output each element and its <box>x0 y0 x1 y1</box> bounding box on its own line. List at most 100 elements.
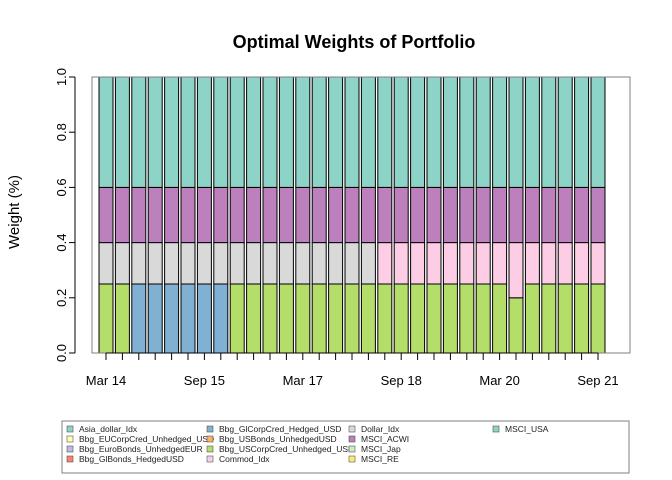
bar-segment <box>196 283 212 354</box>
bar-segment <box>442 283 458 354</box>
bar-segment <box>508 242 524 299</box>
bar-segment <box>459 76 475 188</box>
bar-segment <box>426 76 442 188</box>
bar-segment <box>328 186 344 244</box>
legend-swatch <box>66 425 74 433</box>
bar-segment <box>180 186 196 244</box>
bar-segment <box>344 186 360 244</box>
bar-segment <box>475 186 491 244</box>
bar-segment <box>180 283 196 354</box>
bar-segment <box>311 76 327 188</box>
bar-segment <box>164 186 180 244</box>
bar-segment <box>574 283 590 354</box>
bar-segment <box>213 186 229 244</box>
legend-swatch <box>66 435 74 443</box>
bar-segment <box>147 76 163 188</box>
bar-segment <box>557 186 573 244</box>
bar-segment <box>360 76 376 188</box>
x-tick-label: Mar 20 <box>479 373 519 388</box>
bar-segment <box>590 186 606 244</box>
bar-segment <box>360 283 376 354</box>
bar-segment <box>541 283 557 354</box>
x-tick-label: Sep 21 <box>577 373 618 388</box>
bar-segment <box>377 76 393 188</box>
bar-segment <box>213 76 229 188</box>
bar-segment <box>328 76 344 188</box>
legend-swatch <box>66 445 74 453</box>
bar-segment <box>377 186 393 244</box>
bar-segment <box>147 283 163 354</box>
bar-segment <box>508 297 524 354</box>
bar-segment <box>410 283 426 354</box>
bar-segment <box>246 76 262 188</box>
bar-segment <box>442 186 458 244</box>
bar-segment <box>114 186 130 244</box>
legend-swatch <box>348 435 356 443</box>
bar-segment <box>393 76 409 188</box>
bar-segment <box>131 186 147 244</box>
bar-segment <box>131 283 147 354</box>
bar-segment <box>114 76 130 188</box>
bar-segment <box>524 76 540 188</box>
bar-segment <box>524 242 540 285</box>
bar-segment <box>164 76 180 188</box>
legend-swatch <box>206 445 214 453</box>
bar-segment <box>590 283 606 354</box>
bar-segment <box>229 76 245 188</box>
bar-segment <box>262 283 278 354</box>
x-tick-label: Mar 17 <box>283 373 323 388</box>
bar-segment <box>492 76 508 188</box>
bar-segment <box>246 242 262 285</box>
legend-swatch <box>492 425 500 433</box>
bar-segment <box>147 242 163 285</box>
bar-segment <box>508 186 524 244</box>
bar-segment <box>295 186 311 244</box>
y-tick-label: 0.8 <box>54 123 69 141</box>
legend-label: Bbg_GlBonds_HedgedUSD <box>79 454 184 464</box>
bar-segment <box>278 186 294 244</box>
bar-segment <box>492 283 508 354</box>
bar-segment <box>442 242 458 285</box>
bar-segment <box>426 186 442 244</box>
bar-segment <box>98 76 114 188</box>
bar-segment <box>574 186 590 244</box>
bar-segment <box>344 76 360 188</box>
bar-segment <box>410 186 426 244</box>
bar-segment <box>295 283 311 354</box>
bar-segment <box>426 283 442 354</box>
bar-segment <box>590 76 606 188</box>
legend-label: Bbg_EUCorpCred_Unhedged_USD <box>79 434 214 444</box>
legend-label: Asia_dollar_Idx <box>79 424 138 434</box>
bar-segment <box>131 242 147 285</box>
bar-segment <box>131 76 147 188</box>
legend-swatch <box>348 455 356 463</box>
legend-label: Bbg_GlCorpCred_Hedged_USD <box>219 424 341 434</box>
bar-segment <box>262 186 278 244</box>
bar-segment <box>377 242 393 285</box>
legend-swatch <box>206 435 214 443</box>
x-tick-label: Sep 18 <box>381 373 422 388</box>
y-axis-label: Weight (%) <box>6 175 23 249</box>
legend-label: MSCI_USA <box>505 424 549 434</box>
bar-segment <box>360 242 376 285</box>
legend-swatch <box>348 445 356 453</box>
bar-segment <box>311 283 327 354</box>
bar-segment <box>360 186 376 244</box>
legend-label: Dollar_Idx <box>361 424 400 434</box>
bar-segment <box>393 283 409 354</box>
bar-segment <box>98 242 114 285</box>
bar-segment <box>98 283 114 354</box>
bar-segment <box>262 76 278 188</box>
bar-segment <box>426 242 442 285</box>
bar-segment <box>557 76 573 188</box>
bar-segment <box>442 76 458 188</box>
bar-segment <box>344 283 360 354</box>
bar-segment <box>459 186 475 244</box>
bar-segment <box>229 186 245 244</box>
y-tick-label: 1.0 <box>54 68 69 86</box>
bar-segment <box>574 76 590 188</box>
bar-segment <box>229 283 245 354</box>
bar-segment <box>213 283 229 354</box>
bar-segment <box>262 242 278 285</box>
